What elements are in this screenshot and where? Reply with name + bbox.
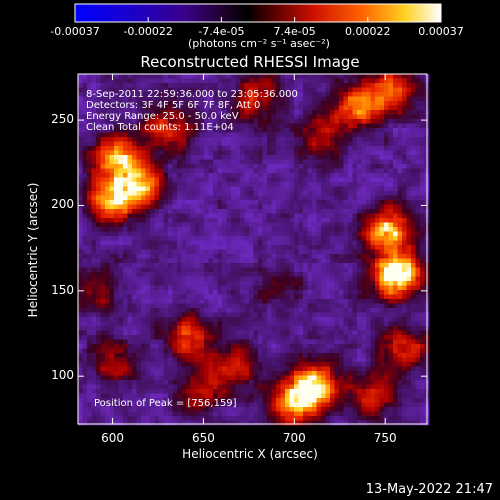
colorbar-tick-label: 7.4e-05: [273, 25, 316, 38]
y-tick-label: 200: [51, 197, 74, 212]
plot-frame: [77, 73, 428, 425]
x-tick-label: 750: [373, 431, 397, 445]
x-tick-label: 600: [101, 431, 124, 445]
x-axis-label: Heliocentric X (arcsec): [182, 447, 318, 461]
x-tick-label: 650: [191, 431, 215, 445]
colorbar-unit-label: (photons cm⁻² s⁻¹ asec⁻²): [188, 37, 330, 50]
peak-position-text: Position of Peak = [756,159]: [94, 398, 237, 409]
info-line-energy: Energy Range: 25.0 - 50.0 keV: [86, 111, 239, 122]
colorbar-ticks: [74, 17, 442, 22]
colorbar-tick-label: 0.00037: [418, 25, 464, 38]
timestamp: 13-May-2022 21:47: [365, 482, 493, 497]
info-block: 8-Sep-2011 22:59:36.000 to 23:05:36.000 …: [86, 89, 298, 133]
info-line-clean: Clean Total counts: 1.11E+04: [86, 122, 234, 133]
x-tick-label: 700: [282, 431, 306, 445]
colorbar-tick-label: -0.00022: [123, 25, 173, 38]
y-tick-label: 150: [51, 282, 74, 297]
colorbar-tick-label: -7.4e-05: [198, 25, 245, 38]
axis-ticks: [78, 74, 427, 424]
colorbar: [74, 3, 442, 23]
y-tick-label: 250: [51, 112, 74, 127]
y-tick-label: 100: [51, 368, 74, 383]
colorbar-tick-label: -0.00037: [50, 25, 100, 38]
info-line-detectors: Detectors: 3F 4F 5F 6F 7F 8F, Att 0: [86, 100, 261, 111]
chart-title: Reconstructed RHESSI Image: [140, 53, 360, 71]
info-line-time: 8-Sep-2011 22:59:36.000 to 23:05:36.000: [86, 89, 298, 100]
y-axis-label: Heliocentric Y (arcsec): [26, 182, 40, 318]
colorbar-tick-label: 0.00022: [345, 25, 391, 38]
